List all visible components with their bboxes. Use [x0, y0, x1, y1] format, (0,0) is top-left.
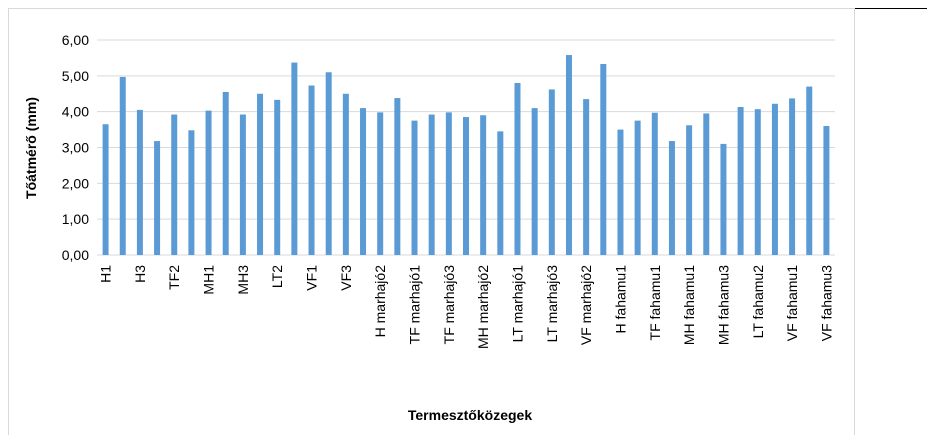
- y-tick-label: 0,00: [62, 247, 89, 263]
- bar: [257, 93, 264, 255]
- bar: [102, 124, 109, 255]
- x-tick-label: LT marhajó1: [509, 265, 525, 343]
- bar: [480, 115, 487, 255]
- x-tick-label: LT2: [269, 265, 285, 288]
- bar: [342, 93, 349, 255]
- x-tick-label: H3: [132, 265, 148, 283]
- x-tick-label: MH marhajó2: [475, 265, 491, 349]
- bar: [823, 126, 830, 255]
- bar: [308, 85, 315, 255]
- bar: [188, 130, 195, 255]
- x-tick-label: MH1: [201, 265, 217, 295]
- bar: [583, 99, 590, 255]
- bar: [274, 99, 281, 255]
- y-tick-label: 5,00: [62, 68, 89, 84]
- x-tick-label: TF2: [166, 265, 182, 290]
- x-tick-label: LT fahamu2: [750, 265, 766, 339]
- y-tick-label: 4,00: [62, 104, 89, 120]
- bar: [428, 114, 435, 256]
- bar: [754, 109, 761, 256]
- bar: [737, 107, 744, 255]
- y-tick-label: 1,00: [62, 211, 89, 227]
- bar: [686, 125, 693, 256]
- bar: [360, 108, 367, 255]
- bar: [806, 86, 813, 255]
- x-tick-label: TF marhajó3: [441, 265, 457, 345]
- bar: [720, 143, 727, 255]
- x-tick-label: TF marhajó1: [407, 265, 423, 345]
- x-tick-label: H marhajó2: [372, 265, 388, 338]
- bar: [463, 117, 469, 256]
- bar: [651, 112, 658, 255]
- x-axis-title: Termesztőközegek: [408, 407, 532, 423]
- x-tick-label: H fahamu1: [612, 265, 628, 334]
- x-tick-label: LT marhajó3: [544, 265, 560, 343]
- bar: [205, 110, 212, 255]
- y-tick-label: 3,00: [62, 140, 89, 156]
- y-tick-label: 6,00: [62, 32, 89, 48]
- y-tick-label: 2,00: [62, 175, 89, 191]
- bar: [703, 113, 710, 255]
- x-tick-label: MH fahamu1: [681, 265, 697, 345]
- bar: [136, 109, 143, 255]
- chart-border: [8, 8, 855, 435]
- bar: [291, 62, 298, 256]
- bar: [171, 114, 178, 256]
- x-tick-label: MH fahamu3: [715, 265, 731, 345]
- bar: [239, 114, 246, 256]
- y-axis-title: Tőátmérő (mm): [23, 97, 39, 199]
- bar: [789, 98, 796, 256]
- x-tick-label: TF fahamu1: [647, 265, 663, 341]
- bar: [548, 89, 555, 255]
- x-tick-label: VF fahamu3: [818, 265, 834, 341]
- bar: [394, 98, 401, 255]
- bar: [325, 72, 332, 255]
- bar: [634, 120, 641, 255]
- x-tick-label: H1: [98, 265, 114, 283]
- bar: [771, 103, 778, 256]
- bar: [445, 112, 452, 255]
- bar: [222, 91, 229, 255]
- x-tick-label: VF3: [338, 265, 354, 291]
- x-tick-label: VF marhajó2: [578, 265, 594, 345]
- bar: [154, 141, 161, 255]
- bar: [411, 120, 418, 255]
- x-tick-label: VF1: [304, 265, 320, 291]
- bar: [497, 131, 504, 255]
- bar: [119, 76, 126, 256]
- bar: [617, 129, 624, 255]
- x-tick-label: VF fahamu1: [784, 265, 800, 341]
- bar: [531, 108, 538, 255]
- bar: [565, 55, 572, 255]
- bar: [600, 64, 607, 255]
- bar: [514, 83, 521, 255]
- x-tick-label: MH3: [235, 265, 251, 295]
- bar: [668, 141, 675, 255]
- bar: [377, 112, 384, 255]
